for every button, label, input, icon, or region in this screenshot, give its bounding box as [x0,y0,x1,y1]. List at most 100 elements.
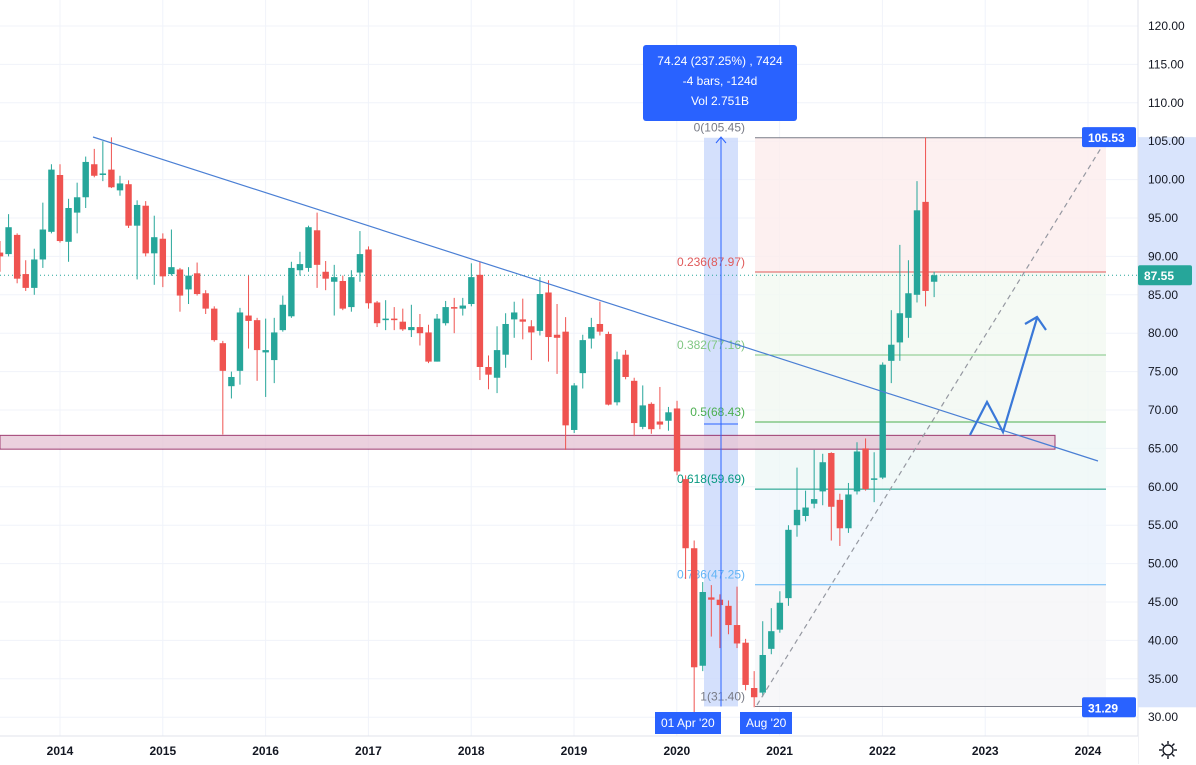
candle-body [253,320,261,351]
candle-body [682,479,689,549]
candle [365,246,372,309]
candle-body [56,174,64,242]
candle [133,200,141,280]
candle [13,233,21,284]
candle-body [768,631,775,649]
candle [433,314,441,362]
candle-body [896,313,904,343]
candle [151,215,158,285]
candle [768,608,775,655]
y-tick-label: 90.00 [1148,249,1178,263]
candle [253,317,261,381]
candle [905,260,912,338]
candle-body [39,229,47,260]
fib-zone [755,489,1106,585]
x-tick-label: 2014 [47,744,74,758]
candle-body [99,173,107,175]
candle [382,300,389,331]
candle [605,331,612,406]
candle-body [476,274,484,367]
candle-body [519,319,526,322]
y-tick-label: 95.00 [1148,211,1178,225]
candle [776,591,784,633]
candle [73,182,81,234]
y-tick-label: 85.00 [1148,288,1178,302]
candle-body [348,277,355,308]
measure-change: 74.24 (237.25%) , 7424 [657,54,783,68]
candle [588,317,595,349]
candle-body [930,275,938,282]
measure-volume: Vol 2.751B [690,94,750,108]
candle-body [673,408,681,472]
candle-body [116,183,124,191]
last-price-label-bg [1138,265,1192,286]
candle [159,233,167,288]
measure-tooltip: 74.24 (237.25%) , 7424 -4 bars, -124d Vo… [643,45,797,121]
candle [922,137,929,307]
range-low-label-bg [1082,697,1136,718]
candle-body [331,277,338,282]
y-tick-label: 35.00 [1148,672,1178,686]
y-tick-label: 70.00 [1148,403,1178,417]
fib-zone [755,422,1106,490]
y-tick-label: 65.00 [1148,441,1178,455]
candle [716,594,724,649]
candle [502,313,509,368]
candle [511,301,518,338]
range-low-label: 31.29 [1088,701,1118,715]
candle [699,582,706,672]
candle-body [202,293,209,309]
fib-label: 0.786(47.25) [677,568,745,582]
support-zone [0,434,1056,450]
candle [562,317,569,450]
fib-label: 0.618(59.69) [677,472,745,486]
candle [125,180,132,228]
candle-body [562,331,569,426]
candle [862,438,869,491]
candle-body [219,343,227,371]
candle [219,340,227,435]
candle [142,201,149,257]
candle-body [399,321,406,330]
candle-body [485,366,492,375]
candle-body [630,380,638,424]
candle-body [408,327,415,331]
candle [536,277,544,336]
candle-body [339,280,346,309]
candle-body [13,234,21,279]
arrow-up-icon [715,136,727,144]
candle-body [699,592,706,666]
fib-zone [755,355,1106,423]
candle [279,295,287,332]
candle [416,314,424,346]
candle [613,351,621,406]
candle [65,198,72,262]
candle-body [468,277,475,305]
fib-label: 0.5(68.43) [690,405,745,419]
price-axis-range [1138,137,1196,708]
candle [185,267,192,305]
candle-body [622,354,629,377]
candle-body [305,227,312,268]
candle [459,297,466,316]
candle [262,318,269,397]
candle-body [73,197,81,213]
candle-body [159,238,167,277]
candle [108,137,115,189]
y-tick-label: 30.00 [1148,710,1178,724]
time-axis [0,736,1138,764]
candle-body [905,293,912,318]
candle-body [888,344,895,361]
candle [236,307,244,385]
candle-body [725,605,732,626]
gear-icon[interactable] [1158,740,1178,760]
candle [913,181,921,303]
candle-body [588,327,595,339]
candle [793,467,801,537]
candle [468,263,475,307]
candle [879,362,886,480]
candle-body [493,350,501,378]
candle-body [870,478,878,480]
candle-body [733,625,741,644]
